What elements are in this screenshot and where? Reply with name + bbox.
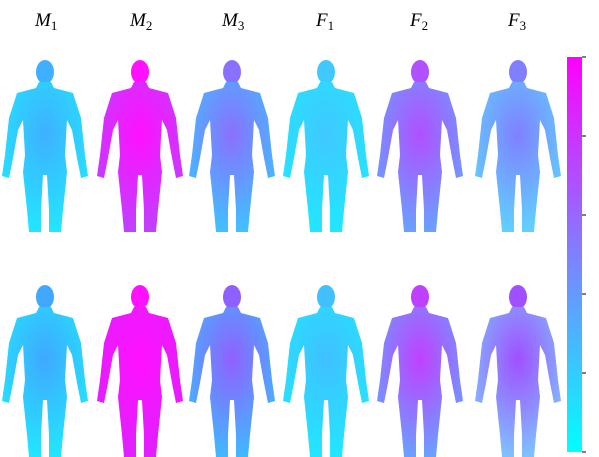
body-figure <box>97 60 183 232</box>
column-letter: F <box>315 10 328 31</box>
column-label: M3 <box>221 10 244 33</box>
head <box>509 60 527 84</box>
head <box>223 60 241 84</box>
body-figure <box>2 285 88 457</box>
body <box>97 307 183 457</box>
body-figure <box>97 285 183 457</box>
head <box>36 285 54 309</box>
column-letter: M <box>221 10 239 31</box>
head <box>411 60 429 84</box>
column-index: 1 <box>51 18 58 33</box>
column-letter: F <box>507 10 520 31</box>
column-index: 3 <box>520 18 527 33</box>
body <box>2 307 88 457</box>
colorbar <box>567 57 582 452</box>
body-figure <box>2 60 88 232</box>
column-letter: F <box>409 10 422 31</box>
body-figure <box>189 60 275 232</box>
column-label: M1 <box>34 10 57 33</box>
column-index: 1 <box>328 18 335 33</box>
body <box>475 307 561 457</box>
body-figure <box>475 285 561 457</box>
body-figure <box>283 285 369 457</box>
column-letter: M <box>129 10 147 31</box>
column-letter: M <box>34 10 52 31</box>
body-figure <box>377 60 463 232</box>
body <box>475 82 561 232</box>
head <box>509 285 527 309</box>
column-label: F3 <box>507 10 526 33</box>
body <box>2 82 88 232</box>
head <box>223 285 241 309</box>
head <box>317 285 335 309</box>
body-figure <box>377 285 463 457</box>
column-index: 2 <box>422 18 429 33</box>
body-figure <box>189 285 275 457</box>
body <box>97 82 183 232</box>
body <box>377 307 463 457</box>
body <box>283 307 369 457</box>
body <box>189 82 275 232</box>
head <box>411 285 429 309</box>
colorbar-ticks <box>582 57 586 452</box>
body-figure <box>283 60 369 232</box>
body <box>377 82 463 232</box>
body <box>189 307 275 457</box>
column-index: 3 <box>238 18 245 33</box>
head <box>131 60 149 84</box>
body <box>283 82 369 232</box>
column-label: M2 <box>129 10 152 33</box>
column-label: F2 <box>409 10 428 33</box>
figure: M1M2M3F1F2F3 <box>0 0 599 457</box>
head <box>317 60 335 84</box>
head <box>36 60 54 84</box>
body-figure <box>475 60 561 232</box>
column-label: F1 <box>315 10 334 33</box>
head <box>131 285 149 309</box>
column-index: 2 <box>146 18 153 33</box>
